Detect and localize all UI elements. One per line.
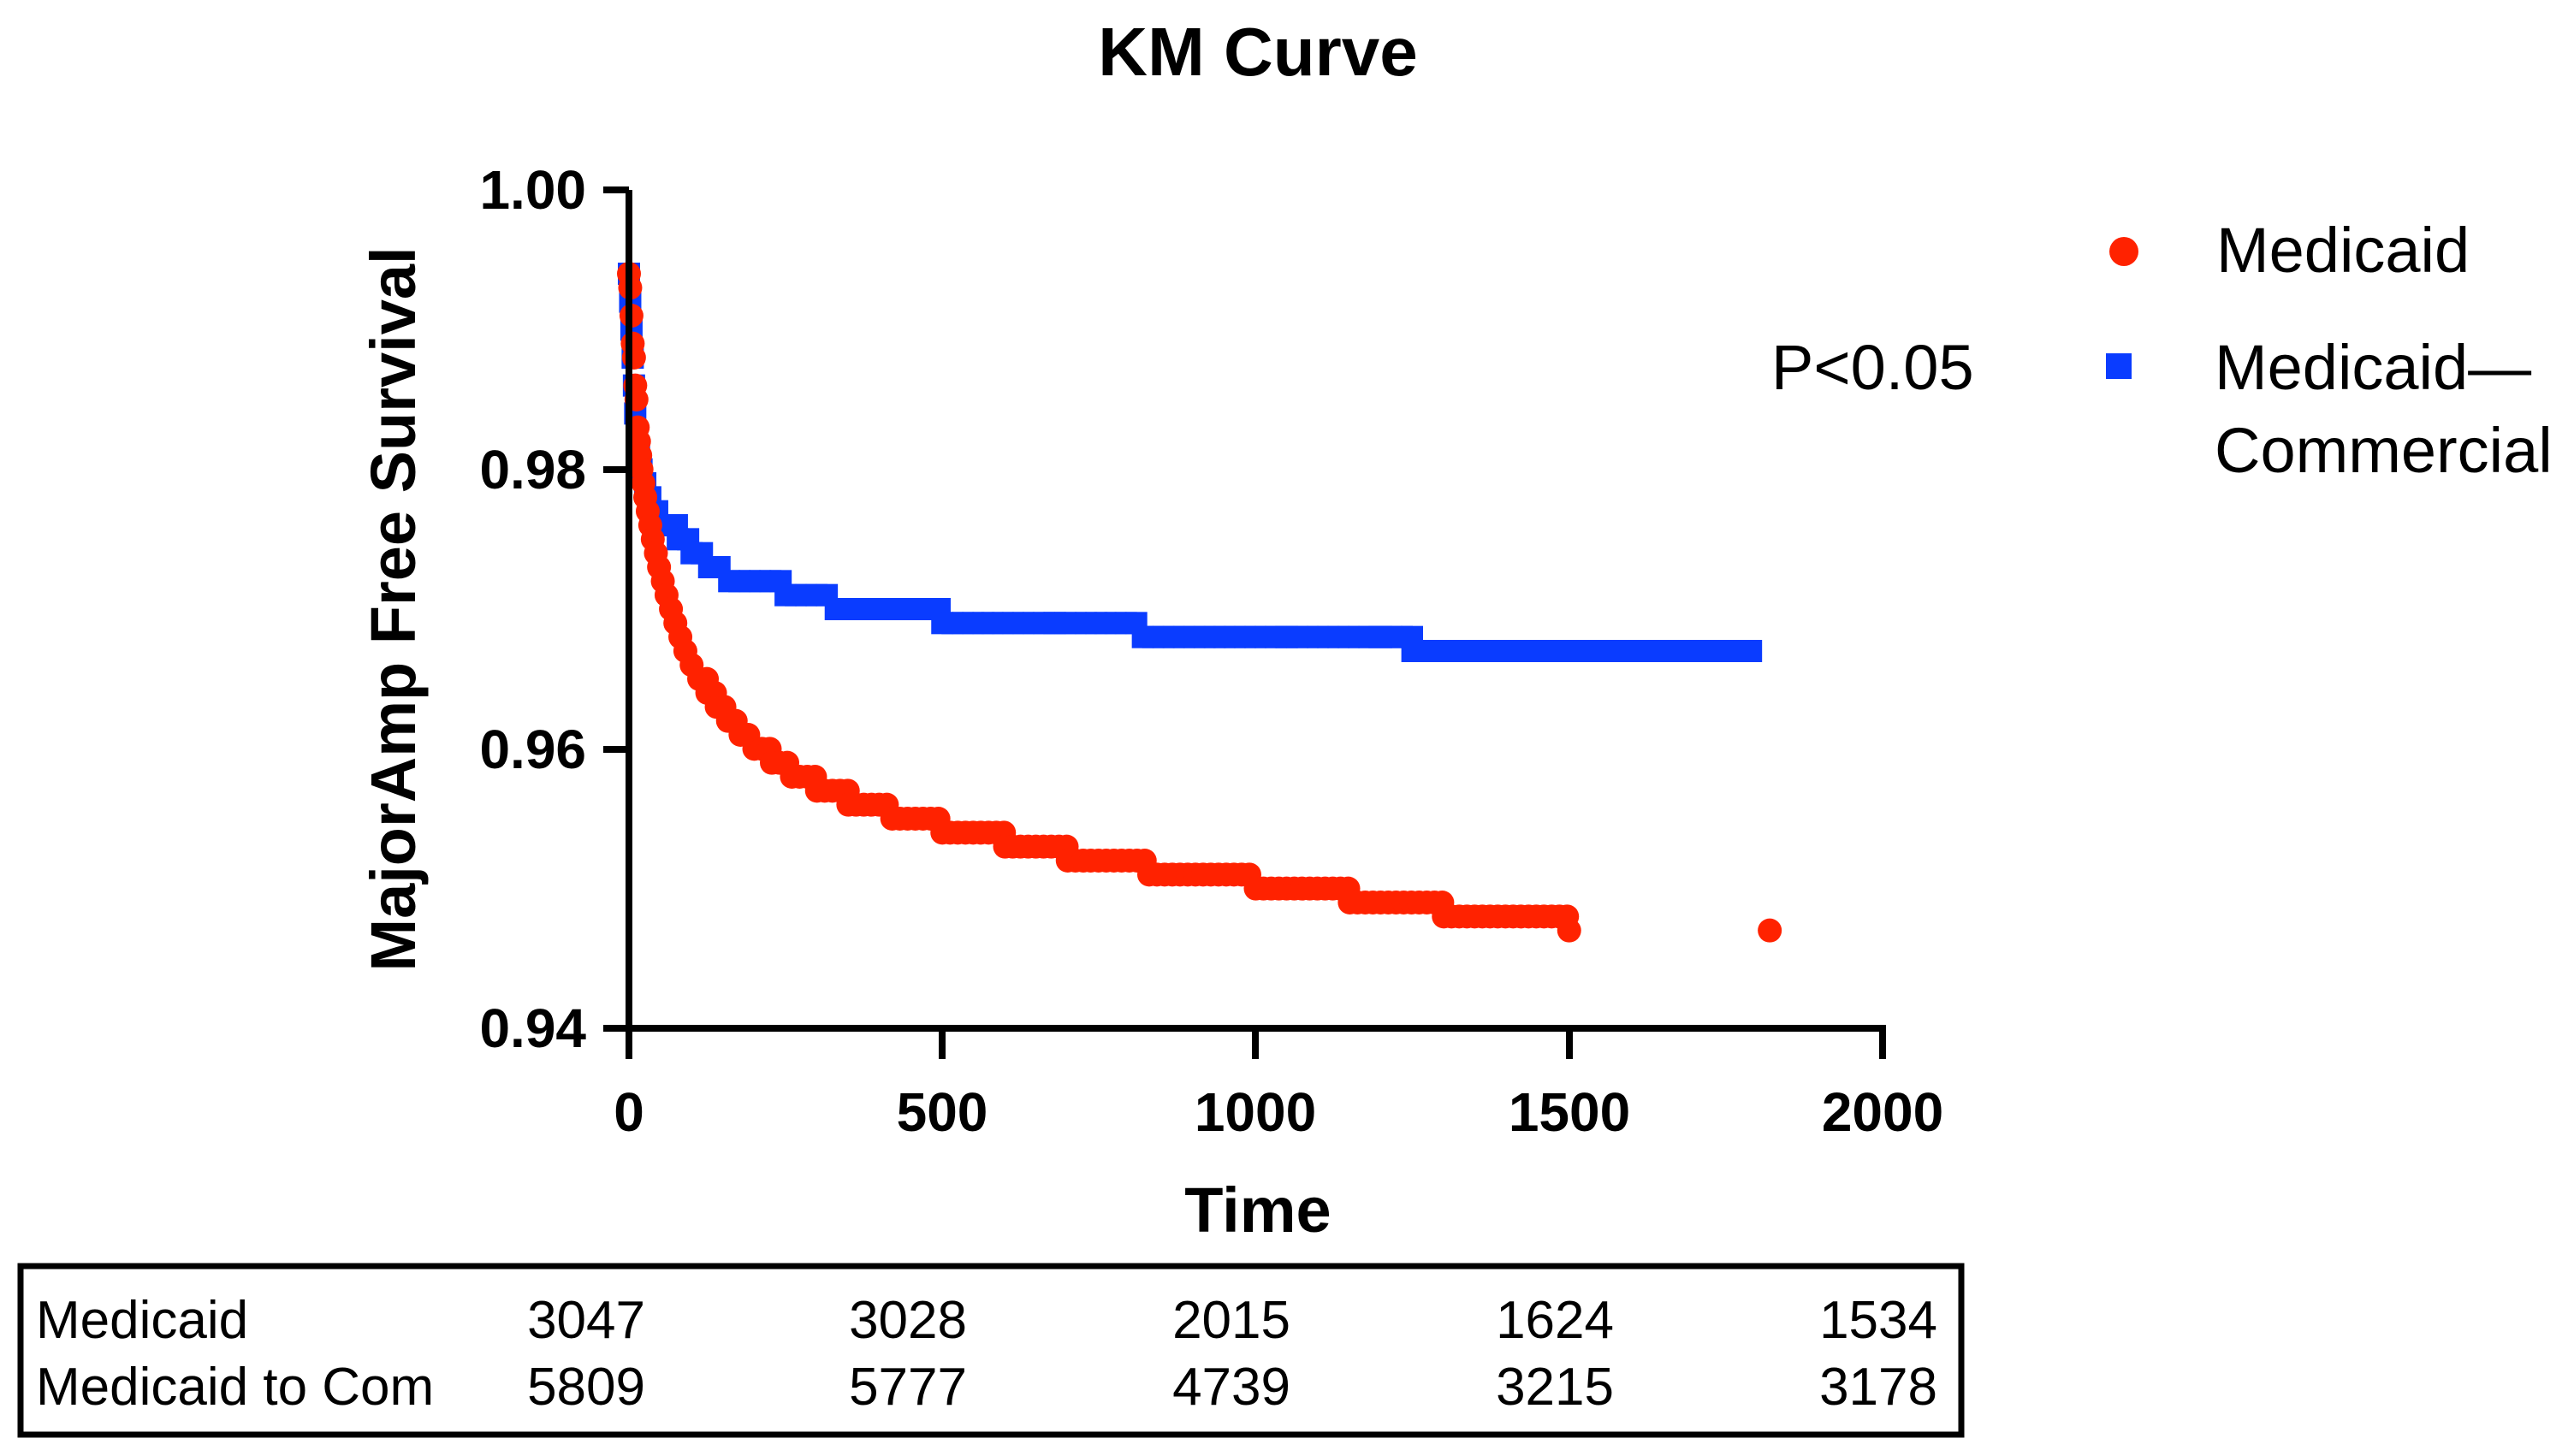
- risk-cell: 3178: [1819, 1358, 1937, 1417]
- risk-cell: 3215: [1496, 1358, 1614, 1417]
- y-tick-label: 0.96: [479, 719, 586, 780]
- risk-cell: 3028: [849, 1291, 967, 1350]
- risk-cell: 3047: [527, 1291, 645, 1350]
- x-tick-label: 1500: [1509, 1081, 1630, 1143]
- risk-cell: 5777: [849, 1358, 967, 1417]
- x-tick-label: 2000: [1822, 1081, 1943, 1143]
- x-ticks: 0 500 1000 1500 2000: [614, 1028, 1943, 1143]
- y-tick-label: 0.94: [479, 997, 586, 1059]
- legend: Medicaid Medicaid— Commercial: [2106, 215, 2553, 486]
- risk-cell: 2015: [1172, 1291, 1290, 1350]
- risk-row-label: Medicaid to Com: [36, 1358, 434, 1417]
- risk-row-label: Medicaid: [36, 1291, 248, 1350]
- p-value-annotation: P<0.05: [1771, 332, 1974, 403]
- risk-cell: 1624: [1496, 1291, 1614, 1350]
- commercial-point: [1740, 640, 1763, 662]
- medicaid-point: [1758, 918, 1782, 943]
- x-axis-label: Time: [1184, 1175, 1331, 1246]
- y-axis-label: MajorAmp Free Survival: [358, 246, 429, 971]
- y-ticks: 0.94 0.96 0.98 1.00: [479, 159, 629, 1059]
- y-tick-label: 0.98: [479, 439, 586, 500]
- risk-table-border: [17, 1263, 1965, 1438]
- legend-label-medicaid: Medicaid: [2216, 215, 2470, 286]
- risk-cell: 5809: [527, 1358, 645, 1417]
- x-tick-label: 500: [897, 1081, 988, 1143]
- risk-table: Medicaid 3047 3028 2015 1624 1534 Medica…: [17, 1263, 1965, 1438]
- legend-marker-medicaid: [2109, 237, 2138, 266]
- series-layer: [617, 262, 1782, 943]
- series-medicaid: [617, 262, 1782, 943]
- x-tick-label: 1000: [1195, 1081, 1316, 1143]
- risk-cell: 4739: [1172, 1358, 1290, 1417]
- legend-label-commercial-line1: Medicaid—: [2215, 332, 2531, 403]
- legend-marker-commercial: [2106, 353, 2132, 379]
- series-commercial: [618, 263, 1763, 662]
- x-tick-label: 0: [614, 1081, 644, 1143]
- risk-cell: 1534: [1819, 1291, 1937, 1350]
- chart-title: KM Curve: [1098, 14, 1417, 90]
- legend-label-commercial-line2: Commercial: [2215, 415, 2553, 486]
- y-tick-label: 1.00: [479, 159, 586, 221]
- medicaid-point: [1557, 918, 1581, 943]
